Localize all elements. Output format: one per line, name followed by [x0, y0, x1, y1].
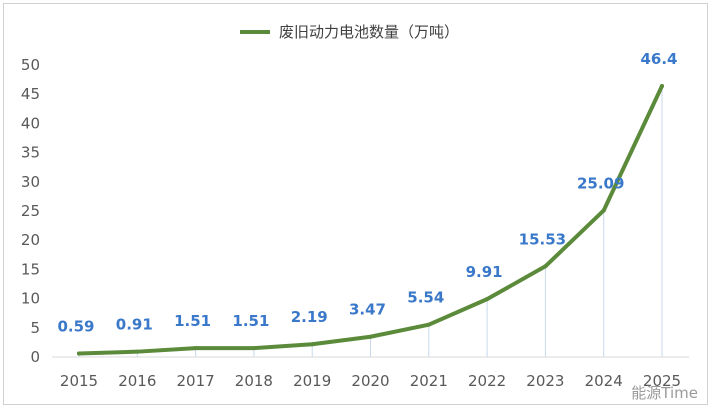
y-tick-label: 15: [21, 260, 40, 278]
x-tick-label: 2024: [585, 372, 623, 390]
data-point: [251, 346, 256, 351]
data-point: [368, 334, 373, 339]
watermark-text: 能源Time: [631, 384, 698, 402]
x-tick-label: 2016: [118, 372, 156, 390]
data-label: 15.53: [519, 230, 566, 248]
data-label: 1.51: [174, 312, 211, 330]
y-tick-label: 10: [21, 290, 40, 308]
x-tick-label: 2017: [177, 372, 215, 390]
data-point: [193, 346, 198, 351]
y-tick-label: 50: [21, 56, 40, 74]
data-label: 0.91: [116, 316, 153, 334]
y-tick-label: 30: [21, 173, 40, 191]
y-tick-label: 0: [30, 348, 40, 366]
data-label: 25.09: [577, 174, 624, 192]
y-tick-label: 45: [21, 85, 40, 103]
drop-lines: [78, 86, 663, 357]
x-tick-label: 2018: [235, 372, 273, 390]
data-label: 3.47: [349, 301, 386, 319]
data-point: [135, 349, 140, 354]
data-labels: 0.59 0.91 1.51 1.51 2.19 3.47 5.54 9.91 15.53 25.…: [57, 50, 677, 336]
chart-frame: 废旧动力电池数量（万吨） 0 5 10 15 20 25 30 35 40 45 50 2015 20…: [3, 3, 708, 405]
x-tick-label: 2025: [643, 372, 681, 390]
x-tick-label: 2021: [410, 372, 448, 390]
legend: 废旧动力电池数量（万吨）: [240, 23, 459, 41]
x-tick-label: 2020: [351, 372, 389, 390]
x-tick-label: 2019: [293, 372, 331, 390]
y-tick-label: 35: [21, 144, 40, 162]
data-label: 5.54: [407, 289, 444, 307]
y-axis-ticks: 0 5 10 15 20 25 30 35 40 45 50: [21, 56, 40, 366]
x-tick-label: 2023: [526, 372, 564, 390]
data-label: 1.51: [232, 312, 269, 330]
data-point: [660, 84, 664, 89]
data-label: 0.59: [57, 318, 94, 336]
data-point: [485, 297, 490, 302]
x-tick-label: 2015: [60, 372, 98, 390]
y-tick-label: 20: [21, 231, 40, 249]
y-tick-label: 40: [21, 114, 40, 132]
legend-label: 废旧动力电池数量（万吨）: [279, 23, 459, 41]
x-tick-label: 2022: [468, 372, 506, 390]
series-line-group: [77, 84, 664, 356]
data-point: [310, 342, 315, 347]
x-axis: 2015 2016 2017 2018 2019 2020 2021 2022 2023 2024…: [52, 356, 689, 390]
y-tick-label: 5: [30, 319, 40, 337]
data-point: [601, 208, 606, 213]
y-tick-label: 25: [21, 202, 40, 220]
data-point: [77, 351, 81, 356]
data-point: [426, 322, 431, 327]
data-label: 9.91: [466, 263, 503, 281]
data-point: [543, 264, 548, 269]
data-label: 46.4: [640, 50, 677, 68]
data-label: 2.19: [291, 308, 328, 326]
